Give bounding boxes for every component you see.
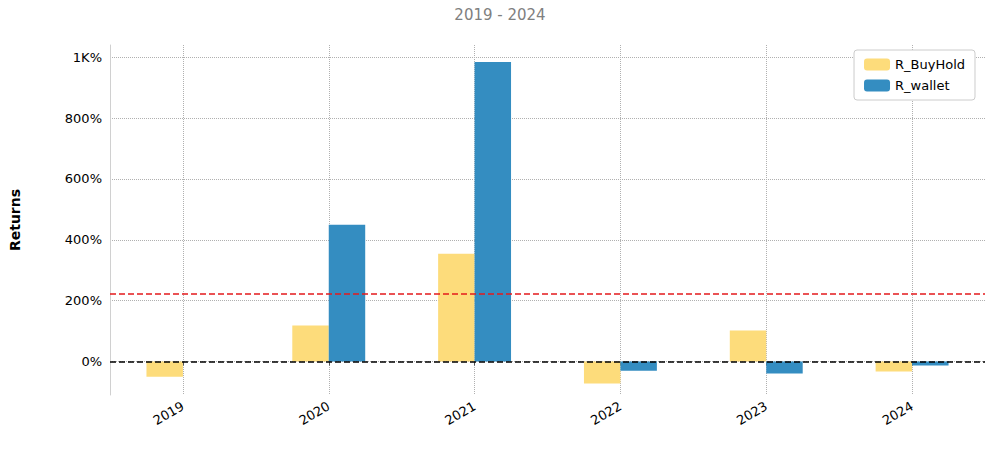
svg-text:2020: 2020: [296, 399, 332, 429]
svg-text:1K%: 1K%: [73, 50, 102, 65]
svg-text:2023: 2023: [734, 399, 770, 429]
svg-text:2024: 2024: [880, 399, 916, 429]
svg-text:R_wallet: R_wallet: [895, 78, 949, 93]
svg-text:2021: 2021: [442, 399, 478, 429]
svg-text:400%: 400%: [65, 232, 102, 247]
svg-text:Returns: Returns: [7, 189, 23, 251]
svg-text:2022: 2022: [588, 399, 624, 429]
svg-text:800%: 800%: [65, 111, 102, 126]
svg-text:2019: 2019: [151, 399, 187, 429]
svg-text:2019 - 2024: 2019 - 2024: [454, 6, 545, 24]
svg-text:R_BuyHold: R_BuyHold: [895, 57, 965, 72]
svg-text:0%: 0%: [81, 354, 102, 369]
svg-text:200%: 200%: [65, 293, 102, 308]
svg-text:600%: 600%: [65, 171, 102, 186]
